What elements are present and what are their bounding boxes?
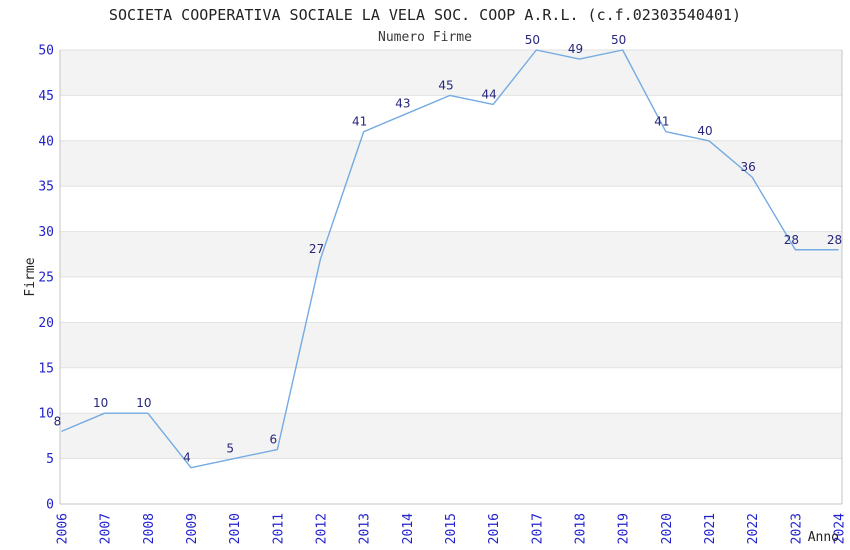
x-tick-labels: 2006 2007 2008 2009 2010 2011 2012 2013 2014 2015… [56,513,848,544]
x-axis-title: Anno [808,530,839,545]
point-label: 10 [93,396,108,410]
y-tick-labels: 0 5 10 15 20 25 30 35 40 45 50 [38,44,54,513]
x-tick-label: 2011 [271,513,286,544]
point-label: 36 [741,160,756,174]
x-tick-label: 2014 [401,513,416,544]
plot-band [60,458,842,504]
y-tick-label: 30 [38,225,54,240]
x-tick-label: 2022 [746,513,761,544]
x-tick-label: 2024 [833,513,848,544]
plot-band [60,186,842,232]
point-label: 28 [827,233,842,247]
plot-band [60,95,842,141]
x-tick-label: 2008 [142,513,157,544]
point-label: 40 [697,124,712,138]
plot-bands [60,50,842,504]
point-label: 49 [568,42,583,56]
y-tick-label: 5 [46,452,54,467]
point-label: 27 [309,242,324,256]
axis-lines [59,50,843,505]
series-line [61,49,839,469]
x-tick-label: 2015 [444,513,459,544]
x-tick-label: 2020 [660,513,675,544]
gridlines [60,49,842,460]
point-label: 4 [183,451,191,465]
y-tick-label: 50 [38,44,54,59]
chart-title: SOCIETA COOPERATIVA SOCIALE LA VELA SOC.… [109,6,741,24]
y-tick-label: 35 [38,180,54,195]
point-label: 8 [54,414,62,428]
x-tick-label: 2012 [315,513,330,544]
plot-band [60,50,842,96]
point-label: 41 [352,115,367,129]
y-tick-label: 25 [38,271,54,286]
x-tick-label: 2007 [99,513,114,544]
point-label: 6 [270,433,278,447]
x-tick-label: 2021 [703,513,718,544]
y-tick-label: 40 [38,134,54,149]
point-label: 45 [438,78,453,92]
x-tick-label: 2019 [617,513,632,544]
plot-band [60,367,842,414]
y-tick-label: 20 [38,316,54,331]
point-label: 5 [226,442,234,456]
point-label: 43 [395,97,410,111]
point-label: 28 [784,233,799,247]
x-tick-label: 2009 [185,513,200,544]
x-tick-label: 2023 [789,513,804,544]
chart-subtitle: Numero Firme [378,30,472,45]
x-tick-label: 2017 [530,513,545,544]
x-tick-label: 2010 [228,513,243,544]
point-label: 44 [482,87,497,101]
x-tick-label: 2016 [487,513,502,544]
y-tick-label: 0 [46,498,54,513]
y-tick-label: 45 [38,89,54,104]
plot-band [60,277,842,323]
plot-band [60,413,842,459]
x-tick-label: 2013 [358,513,373,544]
x-tick-label: 2018 [574,513,589,544]
point-label: 50 [611,33,626,47]
y-tick-label: 10 [38,407,54,422]
plot-band [60,140,842,187]
y-tick-label: 15 [38,361,54,376]
y-axis-title: Firme [23,257,38,296]
point-label: 41 [654,115,669,129]
point-label: 50 [525,33,540,47]
plot-band [60,322,842,368]
point-label: 10 [136,396,151,410]
plot-band [60,231,842,277]
x-tick-label: 2006 [56,513,71,544]
